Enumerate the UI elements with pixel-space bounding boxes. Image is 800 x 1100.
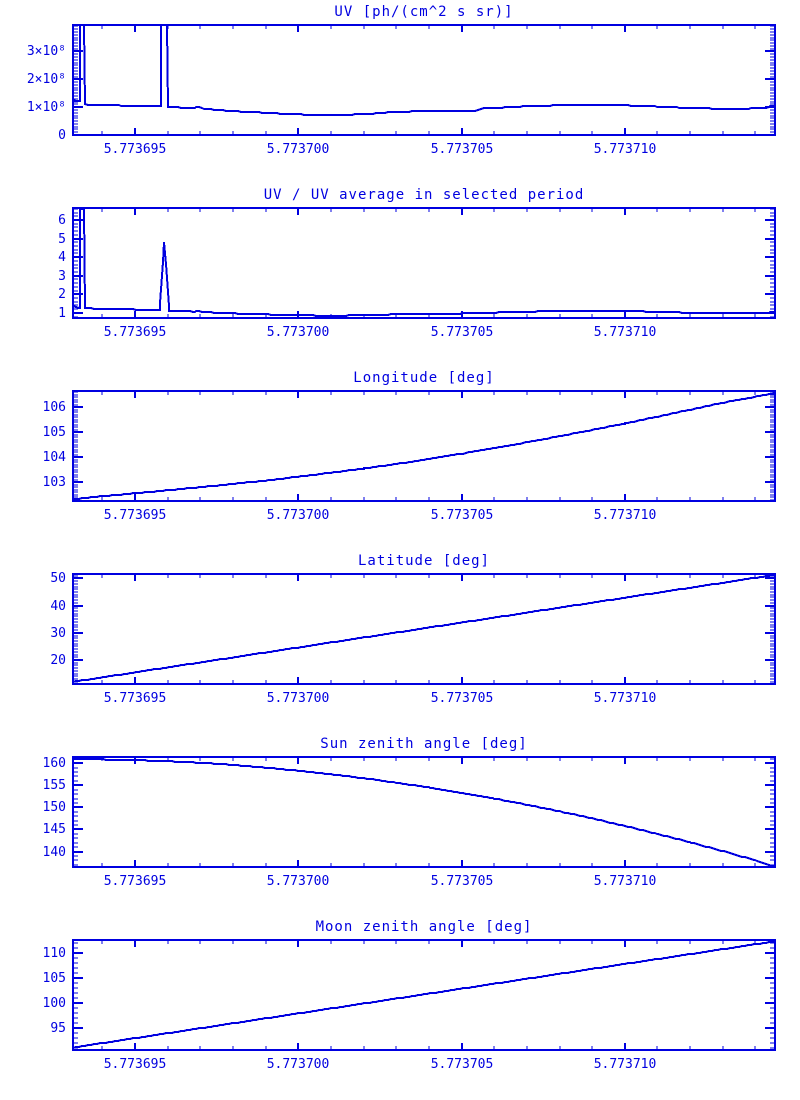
x-tick-label: 5.773700: [267, 142, 330, 157]
panel-moon-zenith: Moon zenith angle [deg] 5.773695 5.773700…: [0, 917, 800, 1100]
x-tick-label: 5.773710: [594, 691, 657, 706]
x-tick-label: 5.773695: [104, 874, 167, 889]
data-line-uv-ratio: [72, 208, 775, 317]
moon-zenith-chart-canvas: 5.773695 5.773700 5.773705 5.773710 95 100 105…: [43, 939, 776, 1072]
x-tick-label: 5.773710: [594, 325, 657, 340]
y-tick-label: 155: [43, 778, 66, 793]
panel-longitude: Longitude [deg] 5.773695 5.773700 5.773705…: [0, 368, 800, 551]
x-tick-label: 5.773695: [104, 325, 167, 340]
y-tick-label: 3×10⁸: [27, 44, 66, 59]
x-tick-label: 5.773705: [431, 142, 494, 157]
x-tick-label: 5.773695: [104, 1057, 167, 1072]
y-tick-label: 105: [43, 971, 66, 986]
sun-zenith-chart-canvas: 5.773695 5.773700 5.773705 5.773710 140 145 15…: [43, 756, 776, 889]
x-tick-label: 5.773700: [267, 874, 330, 889]
x-tick-label: 5.773700: [267, 508, 330, 523]
y-tick-label: 140: [43, 845, 66, 860]
chart-title-uv: UV [ph/(cm^2 s sr)]: [334, 4, 514, 20]
y-tick-label: 2: [58, 287, 66, 302]
panel-sun-zenith: Sun zenith angle [deg] 5.773695 5.773700 5…: [0, 734, 800, 917]
x-tick-label: 5.773705: [431, 691, 494, 706]
y-tick-label: 5: [58, 232, 66, 247]
panel-uv-ratio: UV / UV average in selected period 5.773…: [0, 185, 800, 368]
x-tick-label: 5.773705: [431, 874, 494, 889]
plot-frame: [72, 756, 776, 868]
panel-uv: UV [ph/(cm^2 s sr)] 5.773695 5.773700 5.77…: [0, 2, 800, 185]
y-tick-label: 0: [58, 128, 66, 143]
y-tick-label: 1×10⁸: [27, 100, 66, 115]
y-tick-label: 6: [58, 213, 66, 228]
data-line-latitude: [72, 574, 775, 683]
data-line-longitude: [73, 392, 776, 500]
plot-frame: [72, 390, 776, 502]
y-tick-label: 104: [43, 450, 67, 465]
data-line-sun-zenith-angle: [73, 758, 776, 868]
x-tick-label: 5.773695: [104, 142, 167, 157]
y-tick-label: 150: [43, 800, 66, 815]
chart-title-moon-zenith: Moon zenith angle [deg]: [315, 919, 533, 935]
plot-frame: [72, 207, 776, 319]
y-tick-label: 2×10⁸: [27, 72, 66, 87]
latitude-chart-canvas: 5.773695 5.773700 5.773705 5.773710 20 30 40 50: [50, 571, 776, 706]
chart-title-sun-zenith: Sun zenith angle [deg]: [320, 736, 528, 752]
chart-title-latitude: Latitude [deg]: [357, 553, 490, 569]
y-tick-label: 3: [58, 269, 66, 284]
data-line-uv: [72, 24, 775, 116]
y-tick-label: 100: [43, 996, 66, 1011]
y-tick-label: 145: [43, 822, 66, 837]
x-tick-label: 5.773710: [594, 142, 657, 157]
y-tick-label: 160: [43, 756, 66, 771]
plot-frame: [72, 939, 776, 1051]
plot-frame: [72, 573, 776, 685]
x-tick-label: 5.773705: [431, 1057, 494, 1072]
data-line-moon-zenith-angle: [72, 940, 776, 1049]
y-tick-label: 30: [50, 626, 66, 641]
y-tick-label: 40: [50, 599, 66, 614]
y-tick-label: 105: [43, 425, 66, 440]
chart-title-longitude: Longitude [deg]: [353, 370, 495, 386]
x-tick-label: 5.773695: [104, 508, 167, 523]
uv-ratio-chart-canvas: 5.773695 5.773700 5.773705 5.773710 1 2 3 4 5 6: [58, 207, 776, 340]
y-tick-label: 4: [58, 250, 66, 265]
x-tick-label: 5.773705: [431, 325, 494, 340]
x-tick-label: 5.773700: [267, 1057, 330, 1072]
plot-frame: [72, 24, 776, 136]
y-tick-label: 103: [43, 475, 66, 490]
panel-latitude: Latitude [deg] 5.773695 5.773700 5.773705 5…: [0, 551, 800, 734]
y-tick-label: 106: [43, 400, 66, 415]
x-tick-label: 5.773700: [267, 691, 330, 706]
y-tick-label: 50: [50, 571, 66, 586]
x-tick-label: 5.773710: [594, 874, 657, 889]
longitude-chart-canvas: 5.773695 5.773700 5.773705 5.773710 103 104 10…: [43, 390, 776, 523]
chart-title-uv-ratio: UV / UV average in selected period: [263, 187, 585, 203]
x-tick-label: 5.773695: [104, 691, 167, 706]
y-tick-label: 110: [43, 946, 66, 961]
y-tick-label: 1: [58, 306, 66, 321]
y-tick-label: 20: [50, 653, 66, 668]
x-tick-label: 5.773710: [594, 1057, 657, 1072]
x-tick-label: 5.773705: [431, 508, 494, 523]
uv-chart-canvas: 5.773695 5.773700 5.773705 5.773710 0 1×10⁸ 2×…: [27, 24, 776, 157]
x-tick-label: 5.773700: [267, 325, 330, 340]
y-tick-label: 95: [50, 1021, 66, 1036]
x-tick-label: 5.773710: [594, 508, 657, 523]
